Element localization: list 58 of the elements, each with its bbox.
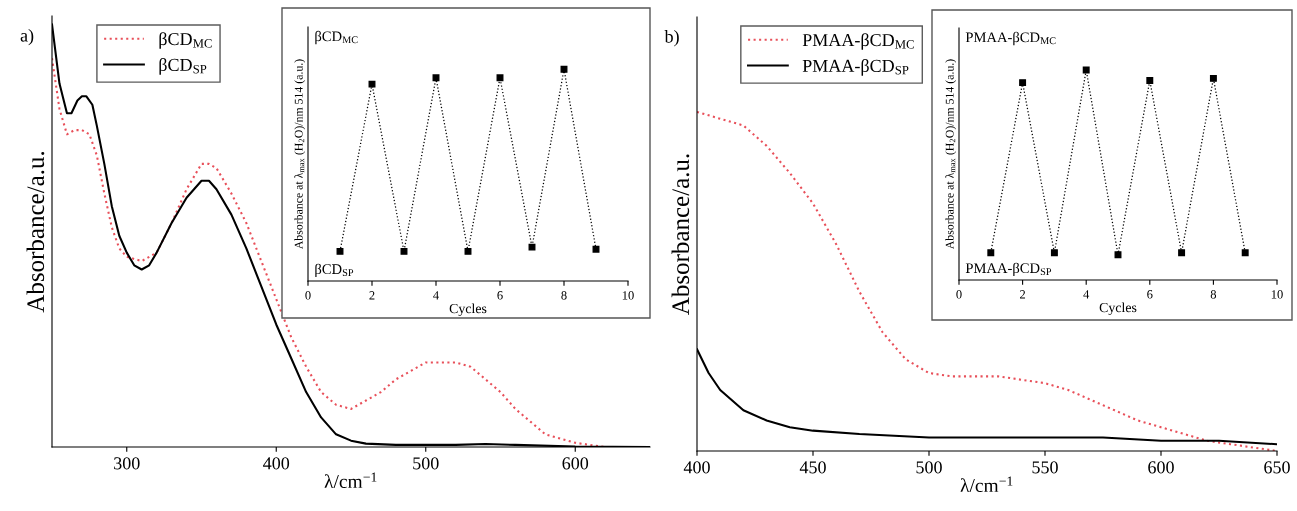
- point: [1019, 79, 1027, 87]
- x-tick-label: 0: [305, 291, 311, 300]
- x-tick-label: 4: [433, 291, 439, 300]
- annotation: βCD$_{MC}$: [315, 30, 358, 45]
- x-tick-label: 8: [561, 291, 567, 300]
- x-tick-label: 8: [1210, 290, 1217, 299]
- x-axis-title: λ/cm$^{−1}$: [324, 472, 377, 489]
- point: [528, 243, 536, 251]
- legend-label: PMAA-βCD$_{SP}$: [802, 59, 909, 76]
- y-axis-title: Absorbance at λ$_{max}$ (H$_{2}$O)/nm 514 (a.u.): [945, 59, 957, 250]
- point: [400, 247, 408, 255]
- point: [432, 74, 440, 82]
- point: [1209, 74, 1217, 82]
- x-tick-label: 400: [263, 457, 290, 470]
- point: [1241, 249, 1249, 257]
- y-axis-title: Absorbance/a.u.: [26, 151, 45, 313]
- annotation: βCD$_{SP}$: [315, 263, 354, 277]
- point: [592, 245, 600, 253]
- chart-title: b): [664, 30, 679, 47]
- point: [987, 249, 995, 257]
- x-axis-title: Cycles: [1099, 302, 1137, 316]
- x-tick-label: 4: [1083, 290, 1090, 299]
- x-tick-label: 600: [562, 457, 589, 470]
- point: [1146, 77, 1154, 84]
- x-tick-label: 500: [413, 457, 439, 470]
- x-axis-title: λ/cm$^{−1}$: [960, 476, 1013, 493]
- annotation: PMAA-βCD$_{SP}$: [965, 262, 1052, 277]
- x-tick-label: 2: [1020, 290, 1026, 299]
- x-tick-label: 550: [1032, 461, 1058, 474]
- point: [1050, 249, 1058, 257]
- legend-label: PMAA-βCD$_{MC}$: [802, 33, 914, 50]
- x-tick-label: 500: [916, 461, 942, 474]
- x-axis-title: Cycles: [449, 303, 487, 317]
- x-tick-label: 2: [369, 291, 375, 300]
- y-axis-title: Absorbance/a.u.: [671, 154, 690, 315]
- x-tick-label: 0: [956, 290, 962, 299]
- y-axis-title: Absorbance at λ$_{max}$ (H$_{2}$O)/nm 514 (a.u.): [294, 59, 306, 250]
- text: PMAA-βCD$_{MC}$: [965, 31, 1056, 46]
- x-tick-label: 6: [497, 291, 503, 300]
- point: [336, 247, 344, 255]
- x-tick-label: 300: [114, 457, 140, 470]
- point: [496, 74, 504, 82]
- point: [1082, 66, 1090, 74]
- x-tick-label: 650: [1264, 461, 1290, 474]
- chart-title: a): [20, 28, 34, 46]
- x-tick-label: 400: [683, 461, 710, 474]
- point: [1114, 251, 1122, 259]
- x-tick-label: 600: [1148, 461, 1174, 474]
- x-tick-label: 10: [1271, 290, 1283, 299]
- legend-label: βCD$_{MC}$: [159, 32, 212, 49]
- x-tick-label: 450: [799, 461, 826, 474]
- point: [1178, 249, 1186, 257]
- point: [368, 80, 376, 88]
- x-tick-label: 10: [622, 291, 634, 300]
- legend-label: βCD$_{SP}$: [159, 58, 207, 75]
- point: [464, 247, 472, 255]
- x-tick-label: 6: [1147, 290, 1153, 299]
- point: [560, 65, 568, 73]
